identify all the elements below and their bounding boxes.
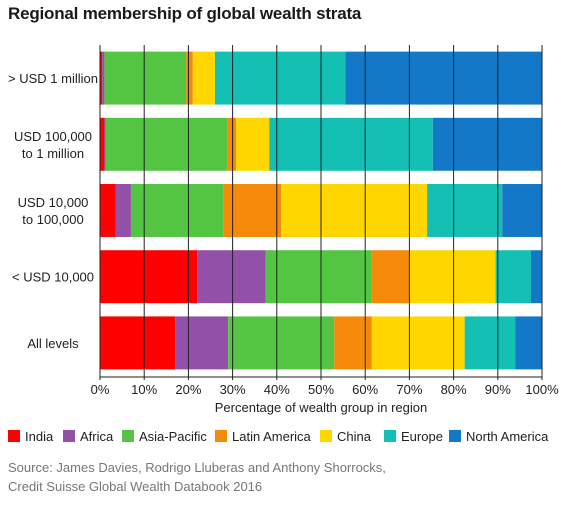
category-label-2: USD 10,000 to 100,000 bbox=[18, 195, 89, 227]
legend-item-asia-pacific: Asia-Pacific bbox=[122, 429, 207, 444]
bar-north-america-2 bbox=[502, 184, 542, 237]
x-tick-label-6: 60% bbox=[352, 382, 378, 397]
bar-india-2 bbox=[100, 184, 116, 237]
x-axis-title: Percentage of wealth group in region bbox=[215, 400, 427, 415]
bar-asia-pacific-1 bbox=[105, 117, 228, 171]
category-label-4: All levels bbox=[27, 336, 79, 351]
legend-label: Africa bbox=[80, 429, 114, 444]
legend-swatch bbox=[449, 430, 461, 442]
category-label-line: USD 10,000 bbox=[18, 195, 89, 210]
source-note: Source: James Davies, Rodrigo Lluberas a… bbox=[8, 458, 386, 496]
bar-india-4 bbox=[100, 316, 176, 370]
bar-europe-0 bbox=[214, 51, 346, 105]
bar-asia-pacific-4 bbox=[228, 316, 335, 370]
legend: India Africa Asia-Pacific Latin America Chin… bbox=[8, 429, 549, 444]
x-tick-label-3: 30% bbox=[220, 382, 246, 397]
bar-latin-america-2 bbox=[223, 184, 282, 237]
x-tick-label-7: 70% bbox=[396, 382, 422, 397]
bar-latin-america-0 bbox=[186, 51, 193, 105]
x-tick-label-2: 20% bbox=[175, 382, 201, 397]
bar-china-1 bbox=[236, 117, 270, 171]
legend-item-north-america: North America bbox=[449, 429, 549, 444]
source-line-2: Credit Suisse Global Wealth Databook 201… bbox=[8, 479, 263, 494]
source-line-1: Source: James Davies, Rodrigo Lluberas a… bbox=[8, 460, 386, 475]
legend-swatch bbox=[8, 430, 20, 442]
legend-label: China bbox=[337, 429, 372, 444]
legend-label: Europe bbox=[401, 429, 443, 444]
x-tick-label-0: 0% bbox=[91, 382, 110, 397]
x-tick-label-10: 100% bbox=[525, 382, 559, 397]
x-tick-label-1: 10% bbox=[131, 382, 157, 397]
category-label-1: USD 100,000 to 1 million bbox=[14, 129, 92, 161]
bar-europe-3 bbox=[495, 250, 531, 304]
bar-north-america-0 bbox=[345, 51, 542, 105]
bar-europe-4 bbox=[464, 316, 516, 370]
category-label-line: All levels bbox=[27, 336, 79, 351]
bar-india-0 bbox=[100, 51, 103, 105]
bar-asia-pacific-0 bbox=[104, 51, 187, 105]
bar-africa-0 bbox=[102, 51, 105, 105]
legend-swatch bbox=[63, 430, 75, 442]
legend-item-africa: Africa bbox=[63, 429, 114, 444]
gridlines-group bbox=[99, 45, 543, 380]
legend-item-latin-america: Latin America bbox=[215, 429, 312, 444]
x-tick-labels-group: 0% 10% 20% 30% 40% 50% 60% 70% 80% 90% 100% bbox=[91, 382, 559, 397]
legend-item-china: China bbox=[320, 429, 372, 444]
bar-india-3 bbox=[100, 250, 198, 304]
bar-latin-america-4 bbox=[334, 316, 372, 370]
bar-africa-3 bbox=[197, 250, 266, 304]
legend-label: Latin America bbox=[232, 429, 312, 444]
category-label-line: USD 100,000 bbox=[14, 129, 92, 144]
bar-china-4 bbox=[371, 316, 465, 370]
category-label-line: to 1 million bbox=[22, 146, 84, 161]
bar-north-america-1 bbox=[432, 117, 542, 171]
category-label-line: > USD 1 million bbox=[8, 71, 98, 86]
legend-swatch bbox=[215, 430, 227, 442]
x-tick-label-9: 90% bbox=[485, 382, 511, 397]
bar-china-3 bbox=[409, 250, 496, 304]
category-label-3: < USD 10,000 bbox=[12, 270, 94, 285]
bar-latin-america-3 bbox=[371, 250, 410, 304]
bar-africa-1 bbox=[104, 117, 106, 171]
legend-swatch bbox=[320, 430, 332, 442]
x-tick-label-4: 40% bbox=[264, 382, 290, 397]
bar-asia-pacific-3 bbox=[265, 250, 372, 304]
x-tick-label-5: 50% bbox=[308, 382, 334, 397]
bar-north-america-3 bbox=[530, 250, 542, 304]
bar-latin-america-1 bbox=[227, 117, 237, 171]
legend-item-india: India bbox=[8, 429, 54, 444]
legend-label: Asia-Pacific bbox=[139, 429, 207, 444]
legend-swatch bbox=[122, 430, 134, 442]
category-label-line: to 100,000 bbox=[22, 212, 83, 227]
bar-india-1 bbox=[100, 117, 105, 171]
legend-swatch bbox=[384, 430, 396, 442]
bar-china-2 bbox=[281, 184, 428, 237]
bar-africa-4 bbox=[175, 316, 229, 370]
bar-europe-2 bbox=[427, 184, 503, 237]
bar-europe-1 bbox=[269, 117, 433, 171]
category-label-0: > USD 1 million bbox=[8, 71, 98, 86]
legend-label: North America bbox=[466, 429, 549, 444]
x-tick-label-8: 80% bbox=[441, 382, 467, 397]
category-label-line: < USD 10,000 bbox=[12, 270, 94, 285]
bar-africa-2 bbox=[115, 184, 131, 237]
chart-title: Regional membership of global wealth str… bbox=[8, 4, 362, 23]
bar-china-0 bbox=[192, 51, 215, 105]
legend-label: India bbox=[25, 429, 54, 444]
legend-item-europe: Europe bbox=[384, 429, 443, 444]
bar-north-america-4 bbox=[515, 316, 542, 370]
bar-asia-pacific-2 bbox=[130, 184, 224, 237]
